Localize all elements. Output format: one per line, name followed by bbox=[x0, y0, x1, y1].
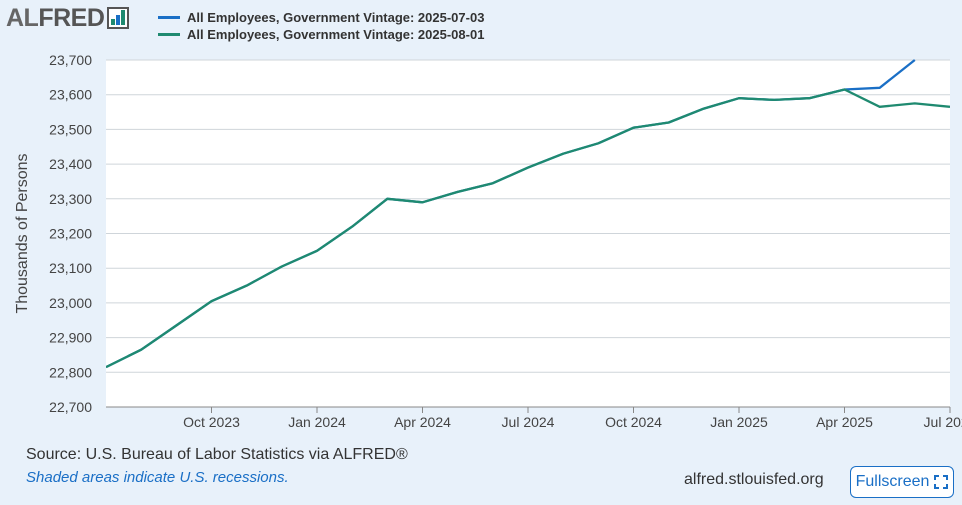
legend-item-vintage-1[interactable]: All Employees, Government Vintage: 2025-… bbox=[158, 9, 484, 26]
fullscreen-label: Fullscreen bbox=[855, 473, 930, 490]
y-tick-label: 23,200 bbox=[49, 226, 92, 242]
logo-prefix: AL bbox=[6, 3, 39, 32]
legend-item-vintage-2[interactable]: All Employees, Government Vintage: 2025-… bbox=[158, 26, 484, 43]
x-tick-label: Apr 2024 bbox=[394, 414, 451, 430]
x-tick-label: Jan 2025 bbox=[710, 414, 768, 430]
recession-note: Shaded areas indicate U.S. recessions. bbox=[26, 469, 289, 486]
x-tick-label: Jan 2024 bbox=[288, 414, 346, 430]
legend-swatch bbox=[158, 33, 180, 36]
y-tick-label: 23,400 bbox=[49, 156, 92, 172]
y-tick-label: 23,000 bbox=[49, 295, 92, 311]
chart-legend: All Employees, Government Vintage: 2025-… bbox=[158, 9, 484, 43]
series-line-2 bbox=[106, 88, 950, 369]
fullscreen-button[interactable]: Fullscreen bbox=[850, 466, 954, 498]
y-tick-label: 22,700 bbox=[49, 399, 92, 415]
x-tick-label: Jul 2024 bbox=[502, 414, 555, 430]
legend-swatch bbox=[158, 16, 180, 19]
source-note: Source: U.S. Bureau of Labor Statistics … bbox=[26, 446, 408, 463]
y-tick-label: 23,300 bbox=[49, 191, 92, 207]
y-axis-label: Thousands of Persons bbox=[14, 153, 31, 313]
y-tick-label: 22,900 bbox=[49, 330, 92, 346]
line-chart[interactable]: 22,700 22,800 22,900 23,000 23,100 23,200 23,3… bbox=[0, 0, 962, 440]
legend-label: All Employees, Government Vintage: 2025-… bbox=[187, 27, 485, 42]
expand-icon bbox=[934, 475, 949, 489]
y-tick-label: 23,600 bbox=[49, 87, 92, 103]
logo-brand: FRED bbox=[38, 3, 105, 32]
x-tick-label: Apr 2025 bbox=[816, 414, 873, 430]
y-tick-label: 23,500 bbox=[49, 121, 92, 137]
x-tick-label: Oct 2024 bbox=[605, 414, 662, 430]
x-tick-label: Oct 2023 bbox=[183, 414, 240, 430]
alfred-logo[interactable]: AL FRED bbox=[6, 3, 130, 32]
y-tick-label: 22,800 bbox=[49, 364, 92, 380]
y-tick-label: 23,700 bbox=[49, 52, 92, 68]
bar-chart-icon bbox=[107, 7, 130, 29]
site-url[interactable]: alfred.stlouisfed.org bbox=[684, 471, 824, 488]
legend-label: All Employees, Government Vintage: 2025-… bbox=[187, 10, 485, 25]
x-tick-label: Jul 2025 bbox=[924, 414, 962, 430]
y-tick-label: 23,100 bbox=[49, 260, 92, 276]
